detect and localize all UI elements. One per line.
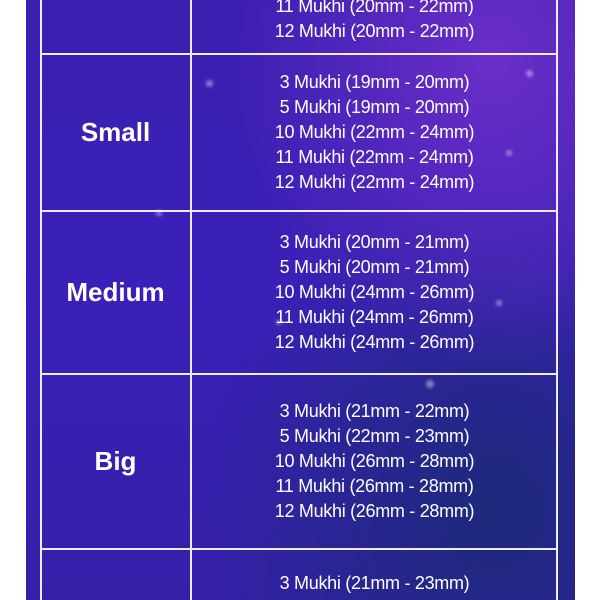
size-item: 11 Mukhi (26mm - 28mm) xyxy=(275,476,474,496)
row-divider xyxy=(40,210,558,212)
size-item: 5 Mukhi (19mm - 20mm) xyxy=(279,97,470,117)
size-item: 11 Mukhi (24mm - 26mm) xyxy=(275,307,474,327)
size-item: 3 Mukhi (19mm - 20mm) xyxy=(279,72,470,92)
size-item: 5 Mukhi (20mm - 21mm) xyxy=(279,257,470,277)
size-item: 10 Mukhi (26mm - 28mm) xyxy=(274,451,475,471)
table-border-right xyxy=(556,0,558,600)
size-item: 11 Mukhi (20mm - 22mm) xyxy=(275,0,474,16)
table-row-medium: Medium 3 Mukhi (20mm - 21mm) 5 Mukhi (20… xyxy=(40,212,558,373)
size-label xyxy=(40,0,191,53)
size-label xyxy=(40,550,191,600)
row-divider xyxy=(40,373,558,375)
table-border-left xyxy=(40,0,42,600)
size-item: 12 Mukhi (26mm - 28mm) xyxy=(274,501,475,521)
size-item: 3 Mukhi (21mm - 23mm) xyxy=(279,573,470,593)
table-row: 3 Mukhi (21mm - 23mm) xyxy=(40,550,558,600)
column-divider xyxy=(190,0,192,600)
table-row-small: Small 3 Mukhi (19mm - 20mm) 5 Mukhi (19m… xyxy=(40,55,558,210)
size-item: 11 Mukhi (22mm - 24mm) xyxy=(275,147,474,167)
size-item: 5 Mukhi (22mm - 23mm) xyxy=(279,426,470,446)
purple-background xyxy=(26,0,575,600)
size-label: Big xyxy=(94,446,137,476)
size-item: 3 Mukhi (21mm - 22mm) xyxy=(279,401,470,421)
table-row-big: Big 3 Mukhi (21mm - 22mm) 5 Mukhi (22mm … xyxy=(40,375,558,548)
size-item: 3 Mukhi (20mm - 21mm) xyxy=(279,232,470,252)
size-item: 10 Mukhi (22mm - 24mm) xyxy=(274,122,475,142)
row-divider xyxy=(40,53,558,55)
size-item: 10 Mukhi (24mm - 26mm) xyxy=(274,282,475,302)
size-item: 12 Mukhi (20mm - 22mm) xyxy=(274,21,475,41)
size-label: Small xyxy=(80,117,151,147)
size-item: 12 Mukhi (24mm - 26mm) xyxy=(274,332,475,352)
table-row: 11 Mukhi (20mm - 22mm) 12 Mukhi (20mm - … xyxy=(40,0,558,53)
size-item: 12 Mukhi (22mm - 24mm) xyxy=(274,172,475,192)
size-label: Medium xyxy=(66,277,165,307)
row-divider xyxy=(40,548,558,550)
